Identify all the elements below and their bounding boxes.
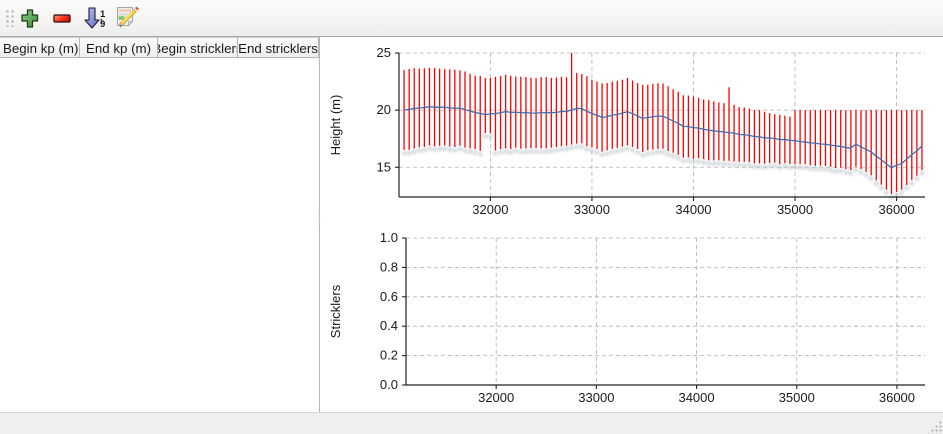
svg-text:0.6: 0.6 [380, 289, 398, 304]
svg-text:25: 25 [377, 45, 391, 60]
svg-text:34000: 34000 [675, 202, 711, 217]
svg-text:Height (m): Height (m) [328, 95, 343, 156]
svg-text:9: 9 [100, 19, 105, 30]
svg-text:20: 20 [377, 102, 391, 117]
svg-text:33000: 33000 [574, 202, 610, 217]
svg-text:0.2: 0.2 [380, 348, 398, 363]
svg-text:32000: 32000 [478, 390, 514, 405]
svg-text:32000: 32000 [472, 202, 508, 217]
svg-text:36000: 36000 [878, 202, 914, 217]
svg-text:0.8: 0.8 [380, 259, 398, 274]
svg-text:0.0: 0.0 [380, 377, 398, 392]
svg-text:36000: 36000 [879, 390, 915, 405]
svg-text:15: 15 [377, 159, 391, 174]
svg-text:Stricklers: Stricklers [328, 284, 343, 338]
svg-text:35000: 35000 [779, 390, 815, 405]
svg-text:0.4: 0.4 [380, 318, 398, 333]
svg-text:34000: 34000 [678, 390, 714, 405]
svg-text:1.0: 1.0 [380, 230, 398, 245]
svg-text:33000: 33000 [578, 390, 614, 405]
svg-text:35000: 35000 [777, 202, 813, 217]
